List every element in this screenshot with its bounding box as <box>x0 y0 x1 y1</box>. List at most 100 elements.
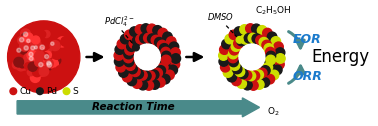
Circle shape <box>61 37 71 46</box>
Circle shape <box>17 48 21 52</box>
Circle shape <box>42 53 49 60</box>
Circle shape <box>156 66 166 75</box>
Circle shape <box>35 51 45 61</box>
Circle shape <box>134 69 144 79</box>
Circle shape <box>39 53 49 62</box>
Circle shape <box>51 42 54 45</box>
Circle shape <box>35 53 42 61</box>
Circle shape <box>267 32 277 42</box>
Circle shape <box>19 45 29 54</box>
Circle shape <box>150 80 160 89</box>
Circle shape <box>153 68 163 78</box>
Circle shape <box>147 24 156 34</box>
Circle shape <box>265 74 274 84</box>
Circle shape <box>237 79 246 88</box>
Circle shape <box>244 34 254 43</box>
Circle shape <box>31 46 35 50</box>
Circle shape <box>144 81 153 90</box>
Circle shape <box>269 70 279 80</box>
Circle shape <box>37 47 47 58</box>
Circle shape <box>121 34 130 44</box>
Circle shape <box>249 81 258 90</box>
Circle shape <box>169 42 179 52</box>
Circle shape <box>48 50 55 57</box>
Circle shape <box>43 82 52 90</box>
Circle shape <box>56 66 63 73</box>
Circle shape <box>25 63 31 70</box>
Circle shape <box>37 49 47 59</box>
Circle shape <box>127 76 136 86</box>
Circle shape <box>27 69 34 76</box>
Circle shape <box>263 63 273 72</box>
Circle shape <box>35 58 43 67</box>
Circle shape <box>45 42 54 52</box>
Circle shape <box>256 35 265 45</box>
Circle shape <box>47 61 51 65</box>
Text: O$_2$: O$_2$ <box>268 105 280 118</box>
Circle shape <box>35 29 43 37</box>
Circle shape <box>39 62 43 67</box>
Circle shape <box>34 55 41 62</box>
Circle shape <box>219 57 228 66</box>
Circle shape <box>274 42 283 52</box>
Circle shape <box>40 56 50 66</box>
Text: Energy: Energy <box>312 48 370 66</box>
Circle shape <box>147 34 157 43</box>
Circle shape <box>125 30 134 40</box>
Circle shape <box>29 57 33 60</box>
Circle shape <box>28 62 37 71</box>
Circle shape <box>232 64 242 74</box>
Circle shape <box>153 26 162 35</box>
Circle shape <box>265 59 274 69</box>
Text: $DMSO$: $DMSO$ <box>207 11 234 22</box>
Circle shape <box>166 37 176 46</box>
Circle shape <box>27 47 34 54</box>
Circle shape <box>125 45 134 55</box>
Circle shape <box>234 27 244 36</box>
Circle shape <box>146 71 155 81</box>
Circle shape <box>24 53 33 62</box>
Circle shape <box>163 32 172 42</box>
Circle shape <box>243 80 252 90</box>
Circle shape <box>170 60 180 69</box>
Circle shape <box>222 39 231 49</box>
Circle shape <box>125 61 135 70</box>
Circle shape <box>124 49 133 59</box>
Circle shape <box>157 40 167 50</box>
Circle shape <box>20 38 24 42</box>
Circle shape <box>260 78 270 87</box>
Circle shape <box>158 28 167 38</box>
Circle shape <box>32 51 41 60</box>
Circle shape <box>33 68 42 77</box>
Circle shape <box>41 55 48 62</box>
Circle shape <box>48 49 56 57</box>
Circle shape <box>131 67 140 76</box>
Circle shape <box>29 52 33 56</box>
Circle shape <box>42 68 49 74</box>
Circle shape <box>129 39 139 48</box>
Circle shape <box>234 39 243 48</box>
Text: Reaction Time: Reaction Time <box>92 102 174 112</box>
Circle shape <box>250 71 260 81</box>
Circle shape <box>240 25 249 34</box>
Circle shape <box>171 54 181 63</box>
Text: C$_2$H$_5$OH: C$_2$H$_5$OH <box>256 4 292 17</box>
Circle shape <box>18 36 26 44</box>
Circle shape <box>33 60 41 69</box>
Circle shape <box>220 62 230 72</box>
Circle shape <box>52 49 62 59</box>
Circle shape <box>44 50 53 59</box>
Circle shape <box>161 51 171 61</box>
Circle shape <box>32 36 40 44</box>
Circle shape <box>132 36 142 46</box>
Circle shape <box>151 35 161 45</box>
Circle shape <box>23 34 32 43</box>
Circle shape <box>57 75 66 83</box>
Circle shape <box>44 58 52 65</box>
Circle shape <box>114 51 124 60</box>
Circle shape <box>39 67 49 76</box>
Circle shape <box>40 53 48 62</box>
Text: S: S <box>72 87 78 96</box>
Circle shape <box>232 76 241 86</box>
Circle shape <box>236 37 243 43</box>
